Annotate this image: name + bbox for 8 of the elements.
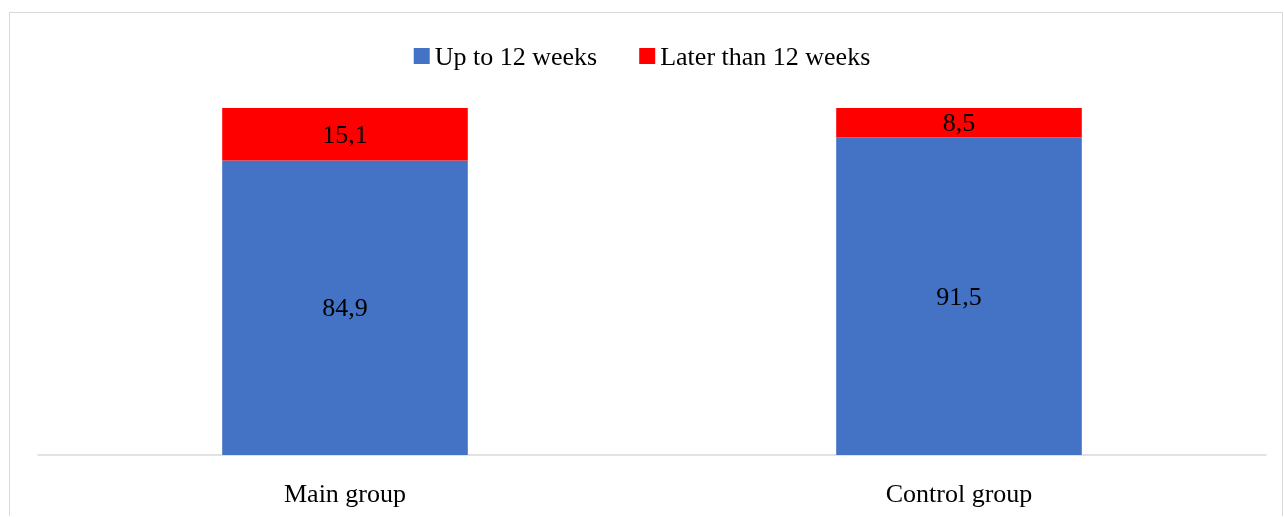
x-tick-label: Main group	[283, 478, 407, 508]
data-label: 91,5	[936, 281, 982, 311]
x-tick-label: Control group	[885, 478, 1033, 508]
data-label: 8,5	[942, 108, 976, 138]
data-label: 15,1	[322, 119, 368, 149]
data-label: 84,9	[322, 293, 368, 323]
legend-label: Later than 12 weeks	[660, 41, 871, 71]
legend-label: Up to 12 weeks	[434, 41, 598, 71]
